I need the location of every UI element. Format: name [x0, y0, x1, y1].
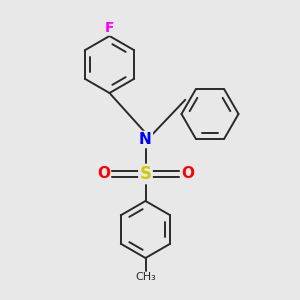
Text: O: O — [181, 167, 194, 182]
Text: N: N — [139, 132, 152, 147]
Text: F: F — [105, 21, 114, 34]
Text: CH₃: CH₃ — [135, 272, 156, 283]
Text: O: O — [97, 167, 110, 182]
Text: S: S — [140, 165, 152, 183]
